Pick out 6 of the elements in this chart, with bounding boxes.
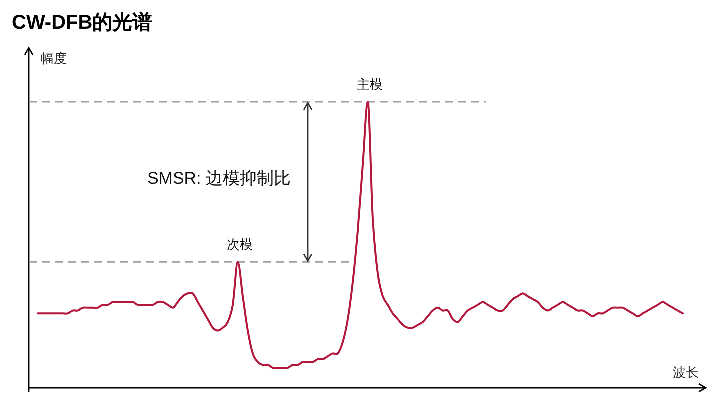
x-axis-title: 波长	[673, 365, 699, 380]
annotation: 次模	[227, 237, 253, 252]
annotation: SMSR: 边模抑制比	[147, 169, 291, 188]
chart-title: CW-DFB的光谱	[12, 11, 153, 34]
y-axis-title: 幅度	[41, 51, 67, 66]
annotation: 主模	[357, 77, 383, 92]
